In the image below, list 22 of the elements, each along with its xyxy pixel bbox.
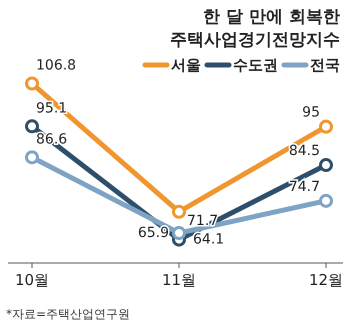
data-label: 65.9 bbox=[138, 225, 169, 242]
point bbox=[319, 120, 333, 134]
data-label: 106.8 bbox=[36, 58, 76, 74]
data-label: 84.5 bbox=[288, 143, 320, 160]
chart-title: 한 달 만에 회복한 주택사업경기전망지수 bbox=[170, 7, 340, 50]
legend-label: 전국 bbox=[310, 56, 340, 74]
data-label: 95 bbox=[302, 104, 320, 121]
point bbox=[172, 204, 186, 219]
point bbox=[25, 119, 39, 134]
data-label: 64.1 bbox=[193, 232, 224, 248]
point bbox=[25, 150, 39, 164]
legend-label: 서울 bbox=[171, 56, 201, 74]
x-tick-label: 12월 bbox=[308, 271, 344, 289]
text: *자료=주택산업연구원 bbox=[6, 307, 130, 321]
x-tick-label: 10월 bbox=[14, 271, 50, 289]
legend-label: 수도권 bbox=[233, 56, 278, 74]
point bbox=[319, 158, 333, 172]
point bbox=[319, 194, 333, 208]
x-tick-label: 11월 bbox=[162, 271, 196, 289]
point bbox=[25, 76, 39, 91]
data-label: 74.7 bbox=[288, 178, 320, 195]
point bbox=[172, 226, 186, 240]
